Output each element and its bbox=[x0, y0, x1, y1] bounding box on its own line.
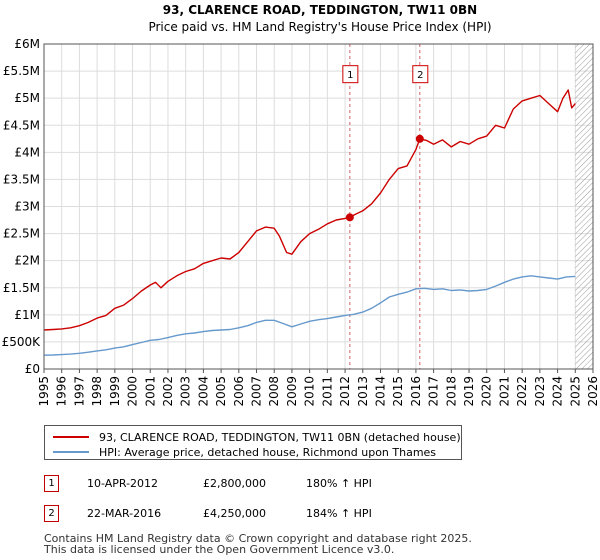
x-tick-label: 2019 bbox=[462, 376, 476, 407]
sale-point-1 bbox=[345, 213, 354, 222]
x-tick-label: 1996 bbox=[55, 376, 69, 407]
x-tick-label: 2013 bbox=[356, 376, 370, 407]
footer-copyright: Contains HM Land Registry data © Crown c… bbox=[44, 532, 472, 545]
x-tick-label: 2014 bbox=[373, 376, 387, 407]
x-tick-label: 1998 bbox=[90, 376, 104, 407]
footer-licence: This data is licensed under the Open Gov… bbox=[44, 543, 395, 556]
y-tick-label: £500K bbox=[2, 335, 42, 349]
x-tick-label: 2010 bbox=[303, 376, 317, 407]
x-tick-label: 2002 bbox=[161, 376, 175, 407]
x-tick-label: 2004 bbox=[196, 376, 210, 407]
y-tick-label: £0 bbox=[25, 362, 40, 376]
sale-badge-2: 2 bbox=[44, 505, 59, 522]
sale-marker-text-1: 1 bbox=[347, 70, 353, 81]
x-tick-label: 2018 bbox=[444, 376, 458, 407]
x-tick-label: 1995 bbox=[37, 376, 51, 407]
sale-badge-1: 1 bbox=[44, 475, 59, 492]
y-tick-label: £2.5M bbox=[3, 227, 40, 241]
x-tick-label: 2024 bbox=[551, 376, 565, 407]
forecast-hatch-area bbox=[575, 44, 593, 369]
x-tick-label: 2016 bbox=[409, 376, 423, 407]
x-axis: 1995 1996 1997 1998 1999 2000 2001 2002 2003 2004… bbox=[37, 369, 600, 407]
plot-frame bbox=[43, 43, 594, 370]
legend-item-hpi: HPI: Average price, detached house, Rich… bbox=[53, 445, 436, 459]
sale-hpi-1: 180% ↑ HPI bbox=[306, 477, 372, 490]
sale-date-2: 22-MAR-2016 bbox=[87, 507, 162, 520]
legend-swatch-hpi bbox=[53, 451, 89, 453]
x-tick-label: 2000 bbox=[126, 376, 140, 407]
x-tick-label: 2008 bbox=[267, 376, 281, 407]
y-tick-label: £5.5M bbox=[3, 64, 40, 78]
x-tick-label: 2005 bbox=[214, 376, 228, 407]
y-tick-label: £6M bbox=[14, 37, 40, 51]
x-tick-label: 2001 bbox=[143, 376, 157, 407]
y-tick-label: £1M bbox=[14, 308, 40, 322]
sale-point-2 bbox=[415, 134, 424, 143]
series-lines bbox=[43, 89, 576, 356]
x-tick-label: 2020 bbox=[480, 376, 494, 407]
legend: 93, CLARENCE ROAD, TEDDINGTON, TW11 0BN … bbox=[44, 425, 462, 460]
sale-row-2: 2 22-MAR-2016 £4,250,000 184% ↑ HPI bbox=[44, 505, 564, 525]
y-tick-label: £2M bbox=[14, 254, 40, 268]
y-tick-label: £5M bbox=[14, 91, 40, 105]
x-tick-label: 1999 bbox=[108, 376, 122, 407]
sale-date-1: 10-APR-2012 bbox=[87, 477, 159, 490]
x-tick-label: 2021 bbox=[497, 376, 511, 407]
sale-marker-text-2: 2 bbox=[417, 70, 423, 81]
x-tick-label: 2026 bbox=[586, 376, 600, 407]
y-tick-label: £3.5M bbox=[3, 172, 40, 186]
x-tick-label: 2007 bbox=[250, 376, 264, 407]
hpi-series-line bbox=[43, 275, 576, 356]
sale-marker-box-2 bbox=[412, 65, 429, 84]
grid bbox=[43, 43, 594, 370]
x-tick-label: 2015 bbox=[391, 376, 405, 407]
y-tick-label: £1.5M bbox=[3, 281, 40, 295]
x-tick-label: 2009 bbox=[285, 376, 299, 407]
sale-marker-box-1 bbox=[342, 65, 359, 84]
chart-subtitle: Price paid vs. HM Land Registry's House … bbox=[148, 20, 491, 34]
property-series-line bbox=[43, 89, 576, 331]
y-tick-label: £3M bbox=[14, 200, 40, 214]
x-tick-label: 2022 bbox=[515, 376, 529, 407]
y-tick-label: £4.5M bbox=[3, 118, 40, 132]
legend-label-hpi: HPI: Average price, detached house, Rich… bbox=[99, 445, 437, 459]
x-tick-label: 2023 bbox=[533, 376, 547, 407]
legend-item-property: 93, CLARENCE ROAD, TEDDINGTON, TW11 0BN … bbox=[53, 430, 461, 444]
x-tick-label: 1997 bbox=[72, 376, 86, 407]
chart-title: 93, CLARENCE ROAD, TEDDINGTON, TW11 0BN bbox=[163, 3, 477, 17]
x-tick-label: 2003 bbox=[179, 376, 193, 407]
hatch-region bbox=[575, 44, 593, 369]
legend-swatch-property bbox=[53, 436, 89, 438]
footer: Contains HM Land Registry data © Crown c… bbox=[44, 533, 584, 555]
x-tick-label: 2011 bbox=[320, 376, 334, 407]
x-tick-label: 2012 bbox=[338, 376, 352, 407]
sale-row-1: 1 10-APR-2012 £2,800,000 180% ↑ HPI bbox=[44, 475, 564, 495]
y-axis: £0 £500K £1M £1.5M £2M £2.5M £3M £3.5M £4M £4.5M £… bbox=[2, 37, 42, 376]
legend-label-property: 93, CLARENCE ROAD, TEDDINGTON, TW11 0BN … bbox=[99, 430, 461, 444]
sale-hpi-2: 184% ↑ HPI bbox=[306, 507, 372, 520]
x-tick-label: 2025 bbox=[568, 376, 582, 407]
price-chart: 93, CLARENCE ROAD, TEDDINGTON, TW11 0BN … bbox=[2, 3, 600, 407]
y-tick-label: £4M bbox=[14, 145, 40, 159]
x-tick-label: 2006 bbox=[232, 376, 246, 407]
sale-points bbox=[345, 134, 424, 222]
x-tick-label: 2017 bbox=[427, 376, 441, 407]
sale-price-1: £2,800,000 bbox=[203, 477, 266, 490]
sale-price-2: £4,250,000 bbox=[203, 507, 266, 520]
